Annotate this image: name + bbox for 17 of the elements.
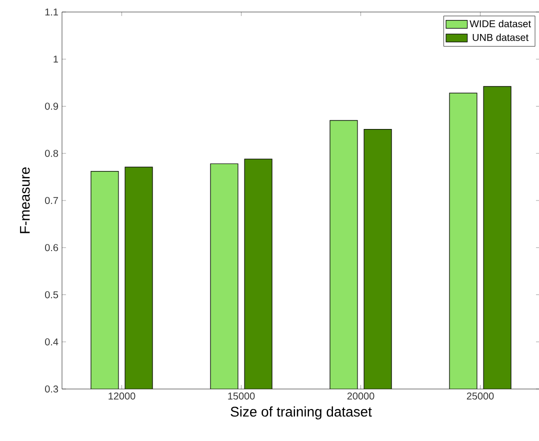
x-axis-title: Size of training dataset — [230, 406, 372, 420]
y-tick-label: 0.4 — [45, 338, 58, 346]
x-tick-label: 15000 — [228, 392, 255, 400]
x-tick-label: 20000 — [347, 392, 374, 400]
y-tick-label: 0.6 — [45, 244, 58, 252]
y-tick-label: 0.3 — [45, 385, 58, 393]
y-tick-label: 0.9 — [45, 102, 58, 110]
legend-label: WIDE dataset — [470, 20, 531, 28]
y-tick-label: 0.7 — [45, 196, 58, 204]
y-tick-label: 1 — [54, 56, 58, 63]
y-tick-label: 0.5 — [45, 291, 58, 298]
x-tick-label: 12000 — [108, 392, 136, 400]
y-tick-label: 0.8 — [45, 150, 58, 157]
x-tick-label: 25000 — [466, 392, 494, 400]
legend-label: UNB dataset — [472, 34, 528, 41]
y-tick-label: 1.1 — [45, 8, 58, 16]
y-axis-title: F-measure — [20, 167, 30, 234]
